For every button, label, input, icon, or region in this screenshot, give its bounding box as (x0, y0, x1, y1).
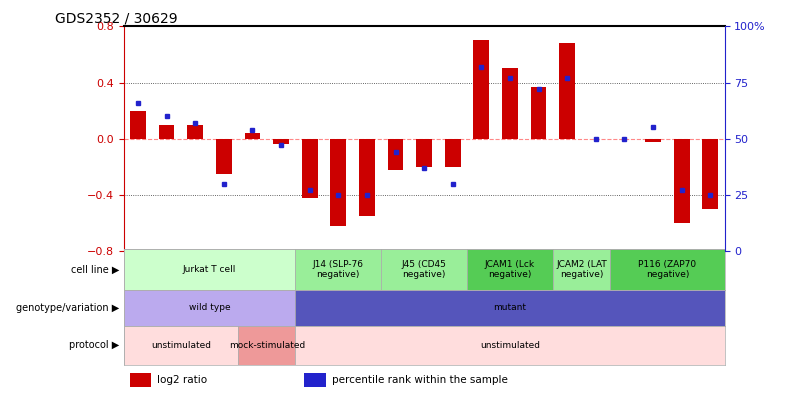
Bar (610, 249, 725, 290)
Bar (388, 139, 404, 170)
Bar (244, 133, 260, 139)
Bar (473, 40, 489, 139)
Text: cell line ▶: cell line ▶ (71, 264, 120, 274)
Bar (124, 249, 295, 290)
Text: mock-stimulated: mock-stimulated (229, 341, 305, 350)
Text: percentile rank within the sample: percentile rank within the sample (332, 375, 508, 385)
Text: J45 (CD45
negative): J45 (CD45 negative) (401, 260, 447, 279)
Bar (330, 139, 346, 226)
Bar (674, 139, 689, 223)
Text: P116 (ZAP70
negative): P116 (ZAP70 negative) (638, 260, 697, 279)
Text: genotype/variation ▶: genotype/variation ▶ (17, 303, 120, 313)
Bar (645, 139, 661, 141)
Text: JCAM1 (Lck
negative): JCAM1 (Lck negative) (485, 260, 535, 279)
Bar (188, 125, 203, 139)
Bar (130, 111, 146, 139)
Bar (444, 139, 460, 167)
Bar (302, 139, 318, 198)
Bar (381, 249, 467, 290)
Bar (417, 139, 432, 167)
Bar (531, 87, 547, 139)
Text: Jurkat T cell: Jurkat T cell (183, 265, 236, 274)
Bar (273, 139, 289, 144)
Text: JCAM2 (LAT
negative): JCAM2 (LAT negative) (556, 260, 607, 279)
Bar (159, 125, 175, 139)
Bar (702, 139, 718, 209)
Text: log2 ratio: log2 ratio (157, 375, 207, 385)
Text: unstimulated: unstimulated (151, 341, 211, 350)
Bar (295, 249, 381, 290)
Text: wild type: wild type (188, 303, 231, 312)
Text: mutant: mutant (493, 303, 527, 312)
Text: unstimulated: unstimulated (480, 341, 540, 350)
Bar (304, 373, 326, 387)
Bar (124, 326, 238, 364)
Bar (124, 290, 295, 326)
Text: J14 (SLP-76
negative): J14 (SLP-76 negative) (313, 260, 364, 279)
Bar (295, 326, 725, 364)
Text: protocol ▶: protocol ▶ (69, 340, 120, 350)
Bar (216, 139, 231, 174)
Bar (553, 249, 610, 290)
Bar (559, 43, 575, 139)
Text: GDS2352 / 30629: GDS2352 / 30629 (54, 11, 177, 25)
Bar (359, 139, 375, 216)
Bar (295, 290, 725, 326)
Bar (467, 249, 553, 290)
Bar (130, 373, 152, 387)
Bar (238, 326, 295, 364)
Bar (502, 68, 518, 139)
